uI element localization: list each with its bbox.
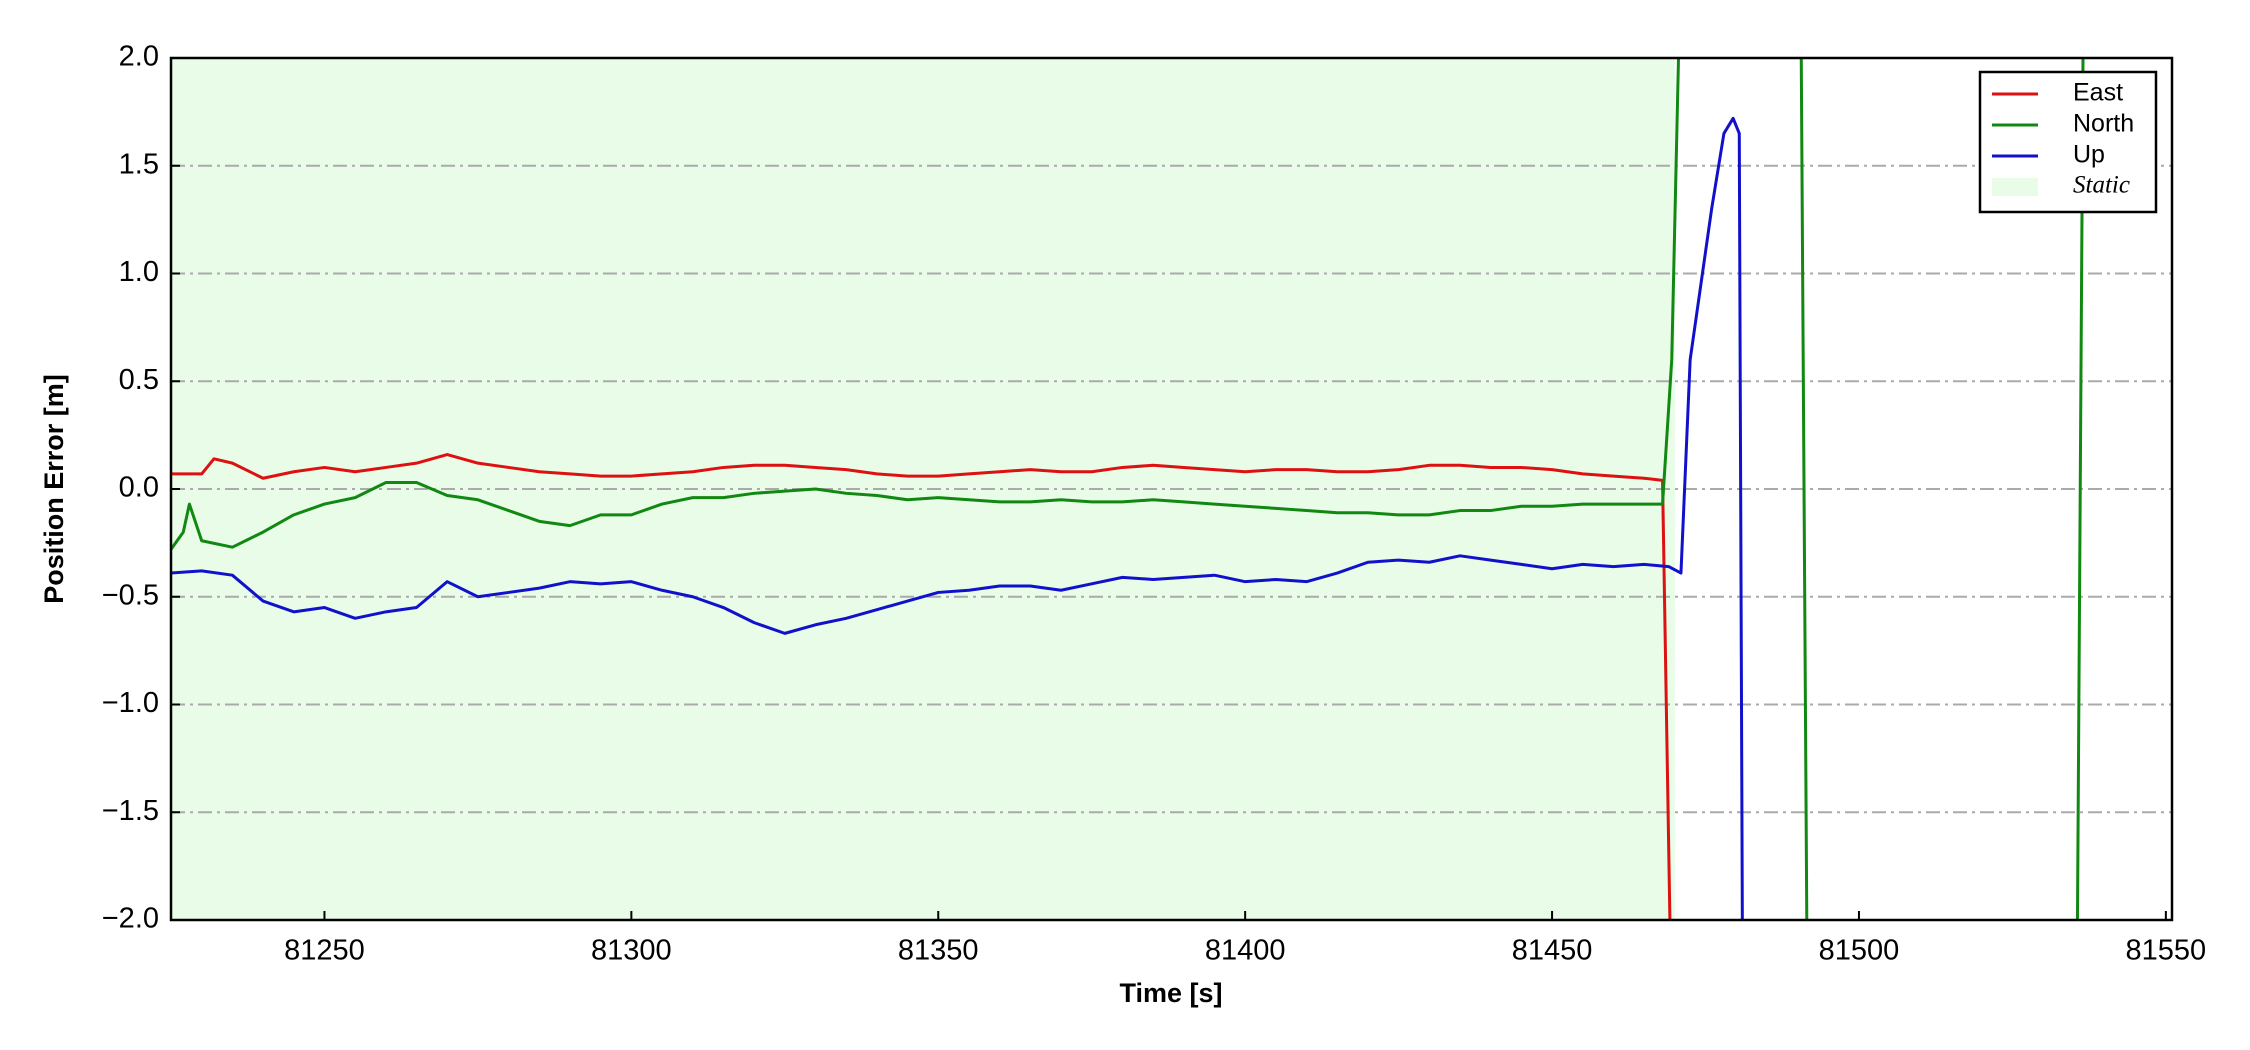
x-tick-label: 81300 [591,935,672,967]
legend-label: North [2073,110,2134,138]
legend-label: Up [2073,141,2105,169]
legend: East North Up Static [1978,70,2158,214]
grid [171,164,2172,814]
y-tick-label: 1.5 [119,148,159,180]
legend-label: Static [2073,172,2130,199]
x-tick-label: 81400 [1205,935,1286,967]
y-tick-label: −1.0 [102,687,159,719]
y-tick-label: −1.5 [102,795,159,827]
y-tick-label: −2.0 [102,903,159,935]
x-tick-label: 81350 [898,935,979,967]
x-tick-label: 81500 [1819,935,1900,967]
series-line [171,116,1744,920]
y-axis-label: Position Error [m] [39,374,69,604]
series-line [171,453,1672,920]
y-tick-label: 1.0 [119,256,159,288]
y-tick-label: −0.5 [102,579,159,611]
x-tick-label: 81450 [1512,935,1593,967]
x-tick-label: 81550 [2126,935,2207,967]
x-axis-label: Time [s] [1119,978,1222,1008]
axes: −2.0 −1.5 −1.0 −0.5 0.0 0.5 1.0 1.5 2.0 81250 8130… [102,41,2206,967]
legend-swatch [1992,178,2038,196]
y-tick-label: 2.0 [119,41,159,73]
legend-label: East [2073,79,2123,107]
y-tick-label: 0.5 [119,364,159,396]
y-tick-label: 0.0 [119,472,159,504]
x-tick-label: 81250 [284,935,365,967]
